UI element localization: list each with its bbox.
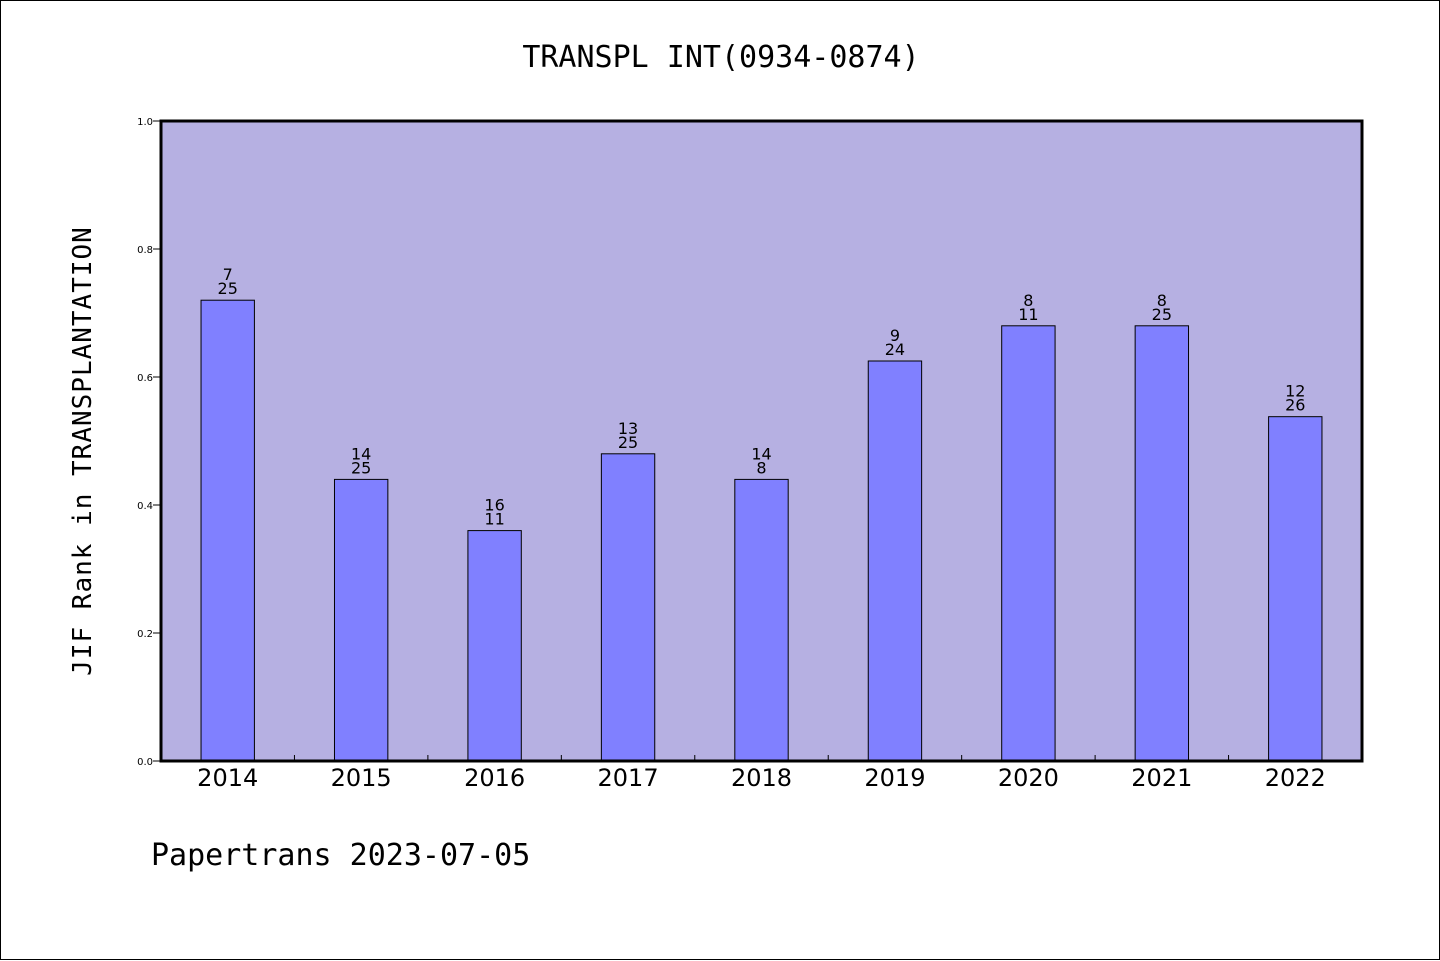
data-label-top: 12 xyxy=(1285,382,1305,401)
y-tick-label: 0.4 xyxy=(137,501,153,512)
data-label-top: 8 xyxy=(1157,291,1167,310)
y-tick-label: 0.0 xyxy=(137,757,153,768)
data-label-top: 14 xyxy=(351,444,371,463)
y-axis-label: JIF Rank in TRANSPLANTATION xyxy=(68,226,98,676)
data-label-top: 13 xyxy=(618,419,638,438)
x-tick-label: 2020 xyxy=(998,764,1059,792)
data-label-bottom: 25 xyxy=(218,279,238,298)
data-label-bottom: 11 xyxy=(1018,305,1038,324)
x-tick-label: 2014 xyxy=(197,764,258,792)
data-label-bottom: 25 xyxy=(618,433,638,452)
y-tick-label: 0.6 xyxy=(137,373,153,384)
bar xyxy=(200,299,255,762)
footer-text: Papertrans 2023-07-05 xyxy=(151,838,530,873)
data-label-bottom: 11 xyxy=(484,510,504,529)
bar xyxy=(333,478,389,762)
bar xyxy=(1134,325,1190,762)
y-tick-label: 1.0 xyxy=(137,117,153,128)
data-label-top: 9 xyxy=(890,326,900,345)
x-tick-label: 2019 xyxy=(864,764,925,792)
x-tick-label: 2015 xyxy=(331,764,392,792)
data-label-top: 16 xyxy=(484,496,504,515)
bar xyxy=(734,478,789,762)
bar xyxy=(867,360,923,762)
data-label-bottom: 25 xyxy=(1152,305,1172,324)
x-tick-label: 2017 xyxy=(598,764,659,792)
data-label-bottom: 26 xyxy=(1285,396,1305,415)
data-label-top: 7 xyxy=(223,265,233,284)
data-label-top: 8 xyxy=(1023,291,1033,310)
data-label-bottom: 25 xyxy=(351,458,371,477)
x-axis-ticks: 2014 2015 2016 2017 2018 2019 2020 2021 2022 xyxy=(197,755,1326,792)
x-tick-label: 2021 xyxy=(1131,764,1192,792)
y-tick-label: 0.8 xyxy=(137,245,153,256)
bar xyxy=(1268,416,1323,762)
x-tick-label: 2016 xyxy=(464,764,525,792)
y-axis-ticks: 0.0 0.2 0.4 0.6 0.8 1.0 xyxy=(137,117,161,768)
bar xyxy=(1001,325,1056,762)
plot-border xyxy=(159,119,1364,763)
y-tick-label: 0.2 xyxy=(137,629,153,640)
x-tick-label: 2018 xyxy=(731,764,792,792)
data-label-bottom: 24 xyxy=(885,340,905,359)
chart-title: TRANSPL INT(0934-0874) xyxy=(522,40,919,75)
data-label-bottom: 8 xyxy=(756,458,766,477)
data-label-top: 14 xyxy=(751,444,771,463)
bar xyxy=(467,530,522,762)
x-tick-label: 2022 xyxy=(1265,764,1326,792)
bars xyxy=(200,299,1323,762)
bar xyxy=(600,453,656,762)
